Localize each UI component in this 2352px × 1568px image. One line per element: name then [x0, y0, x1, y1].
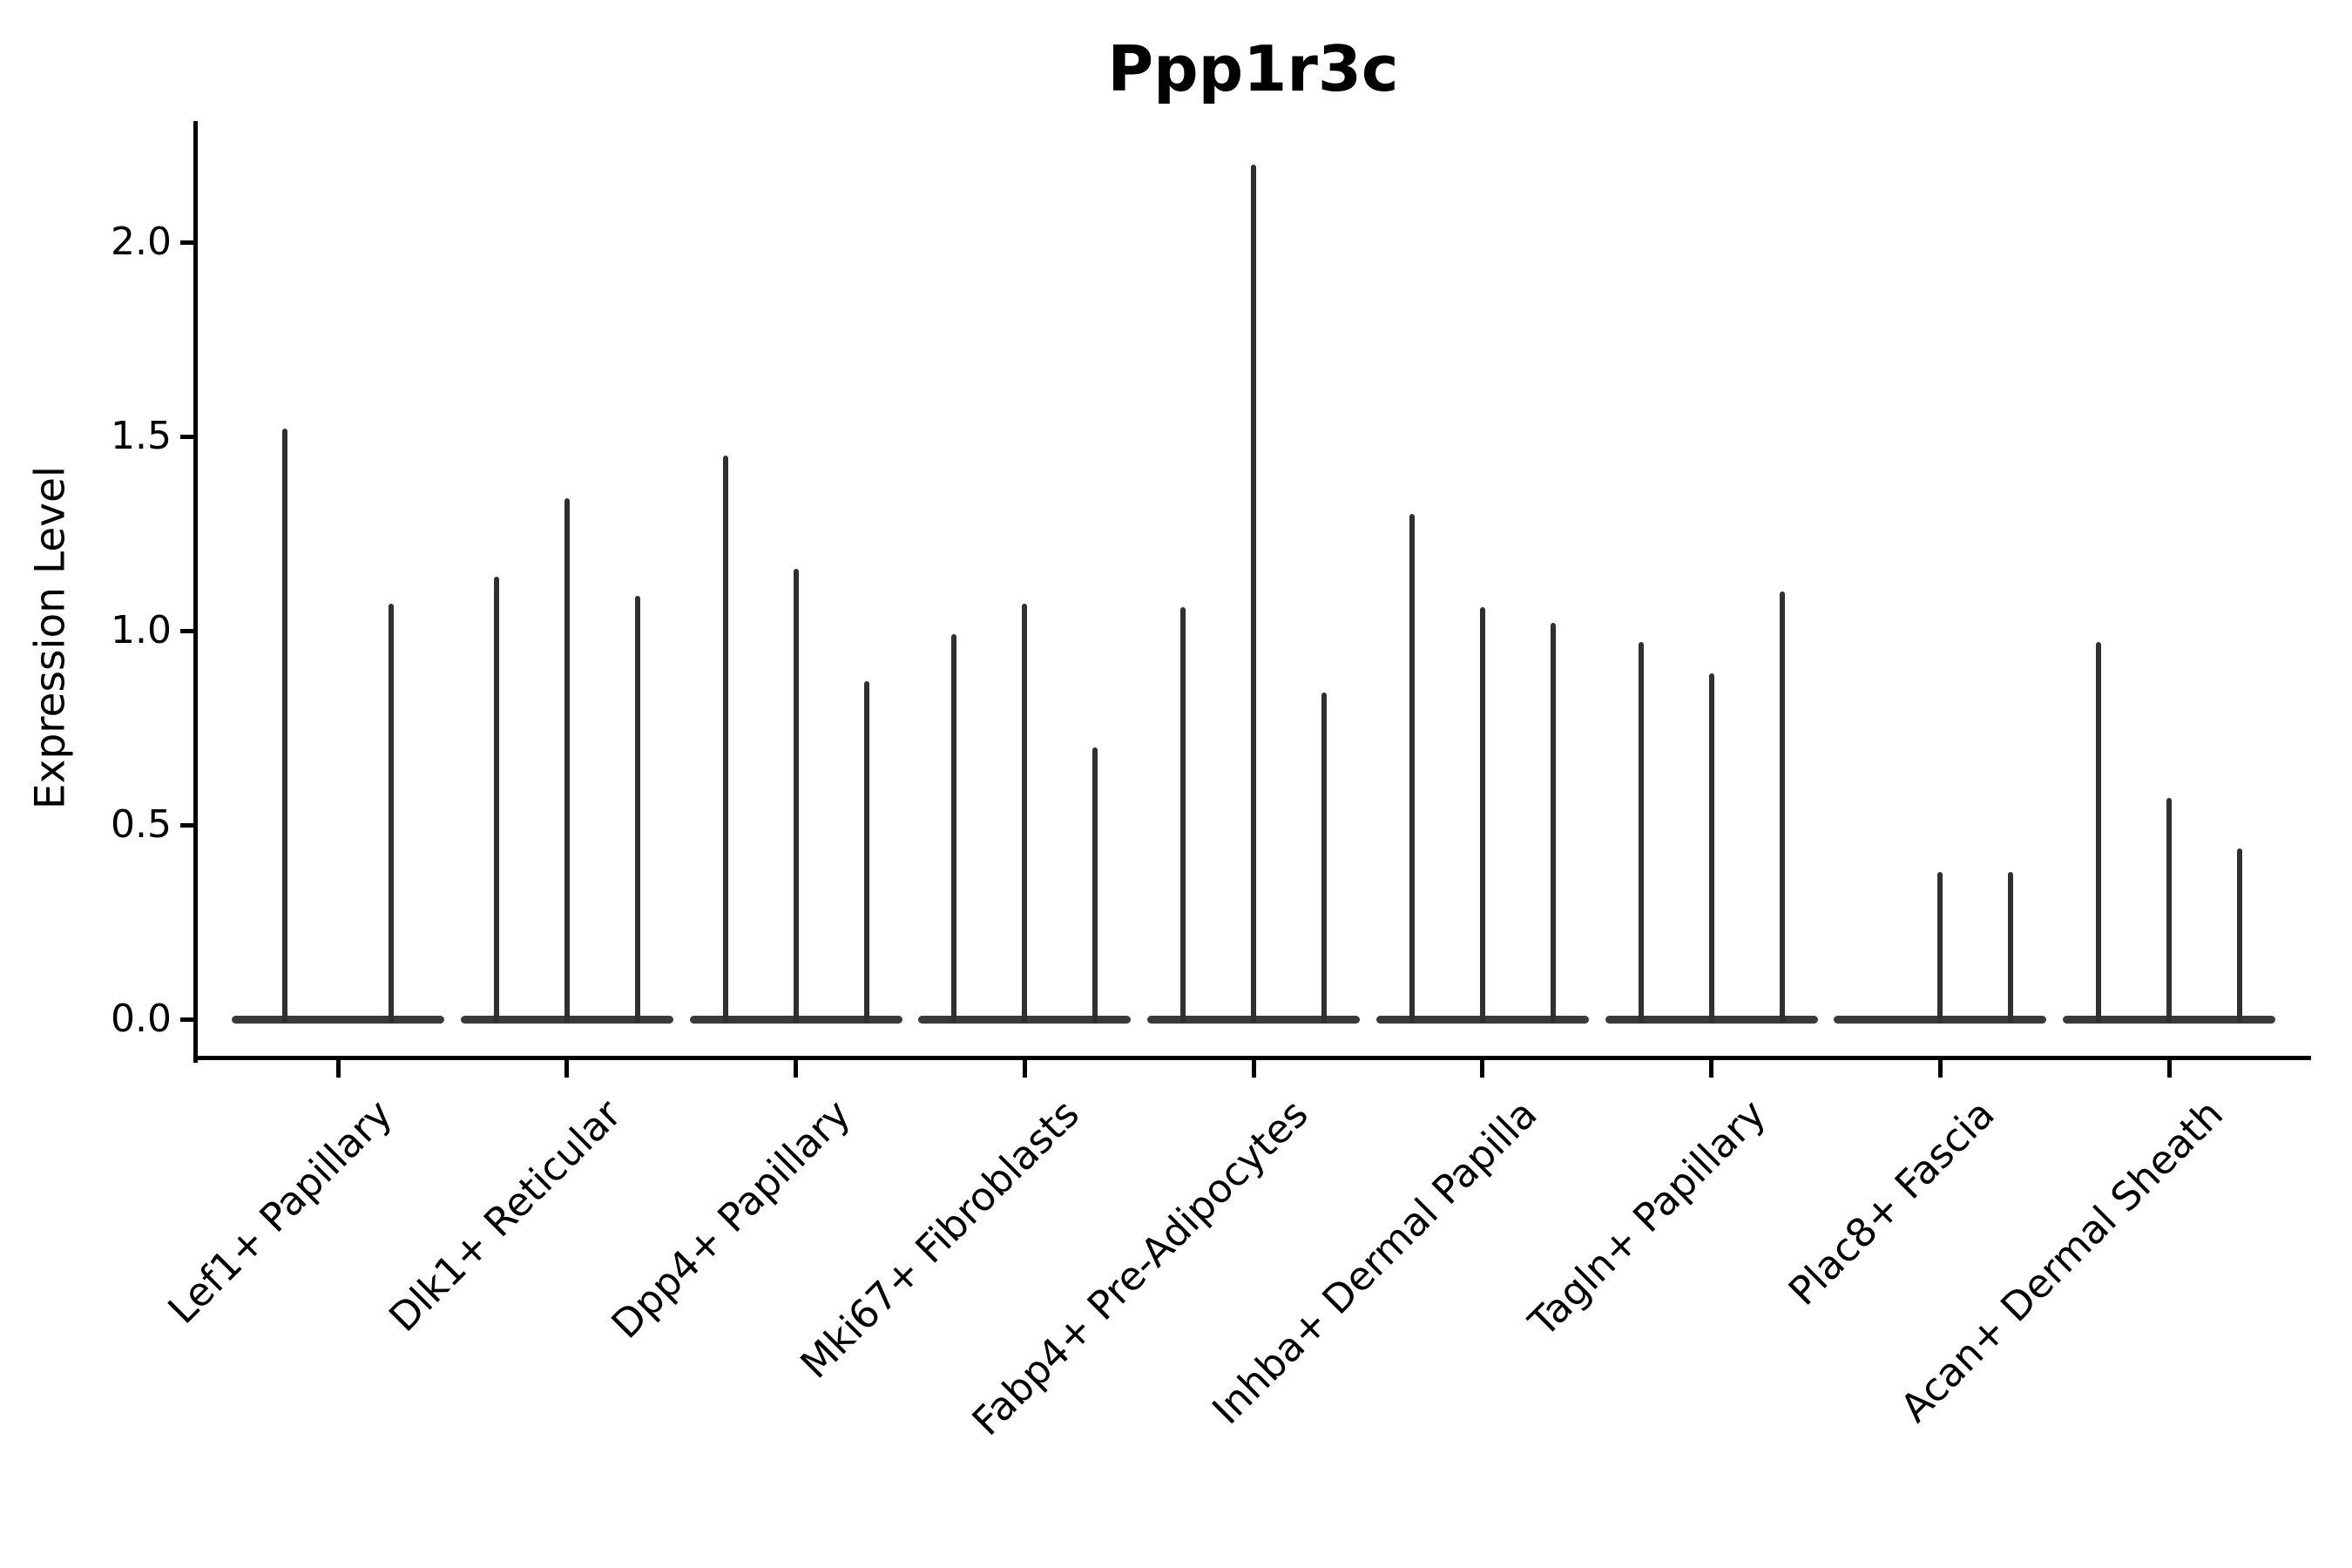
- violin-spike: [951, 634, 957, 1023]
- x-tick: [2166, 1058, 2172, 1078]
- violin-spike: [1092, 747, 1098, 1023]
- violin-spike: [282, 429, 287, 1023]
- chart-title: Ppp1r3c: [1107, 32, 1399, 105]
- y-axis-spine: [193, 121, 198, 1063]
- y-tick: [180, 434, 196, 439]
- x-tick: [1709, 1058, 1713, 1078]
- x-tick: [1251, 1058, 1256, 1078]
- violin-spike: [1550, 623, 1556, 1023]
- violin-spike: [1479, 607, 1485, 1023]
- x-tick: [335, 1058, 341, 1078]
- y-tick: [180, 1017, 196, 1022]
- violin-spike: [793, 568, 799, 1023]
- violin-spike: [2008, 871, 2014, 1023]
- violin-spike: [1409, 514, 1415, 1023]
- x-tick-label: Lef1+ Papillary: [159, 1091, 402, 1333]
- y-tick-label: 2.0: [111, 220, 172, 264]
- x-tick-label: Dpp4+ Papillary: [602, 1091, 859, 1348]
- violin-spike: [389, 603, 394, 1023]
- x-tick: [1022, 1058, 1027, 1078]
- x-tick-label: Tagln+ Papillary: [1519, 1091, 1774, 1346]
- violin-spike: [1251, 164, 1256, 1023]
- y-tick-label: 1.0: [111, 608, 172, 652]
- x-tick: [794, 1058, 798, 1078]
- violin-spike: [1022, 603, 1028, 1023]
- y-tick: [180, 240, 196, 245]
- violin-spike: [1937, 871, 1943, 1023]
- y-tick: [180, 628, 196, 633]
- x-tick-label: Dlk1+ Reticular: [380, 1091, 631, 1341]
- x-tick: [1480, 1058, 1485, 1078]
- x-tick-label: Plac8+ Fascia: [1779, 1091, 2004, 1315]
- x-tick: [1937, 1058, 1943, 1078]
- violin-spike: [863, 680, 869, 1023]
- x-tick: [564, 1058, 570, 1078]
- violin-spike: [2096, 642, 2101, 1023]
- y-tick-label: 0.5: [111, 802, 172, 847]
- violin-spike: [1321, 693, 1327, 1023]
- y-tick-label: 0.0: [111, 997, 172, 1041]
- violin-spike: [1638, 642, 1644, 1023]
- violin-spike: [1708, 673, 1714, 1023]
- violin-spike: [2237, 848, 2242, 1023]
- x-axis-spine: [193, 1056, 2311, 1060]
- violin-spike: [722, 456, 728, 1023]
- violin-baseline: [232, 1015, 444, 1024]
- violin-spike: [1180, 607, 1186, 1023]
- violin-spike: [564, 498, 570, 1023]
- violin-spike: [1779, 591, 1785, 1023]
- y-tick-label: 1.5: [111, 414, 172, 458]
- violin-spike: [493, 576, 499, 1023]
- violin-spike: [634, 595, 640, 1023]
- y-tick: [180, 822, 196, 828]
- violin-spike: [2166, 797, 2172, 1023]
